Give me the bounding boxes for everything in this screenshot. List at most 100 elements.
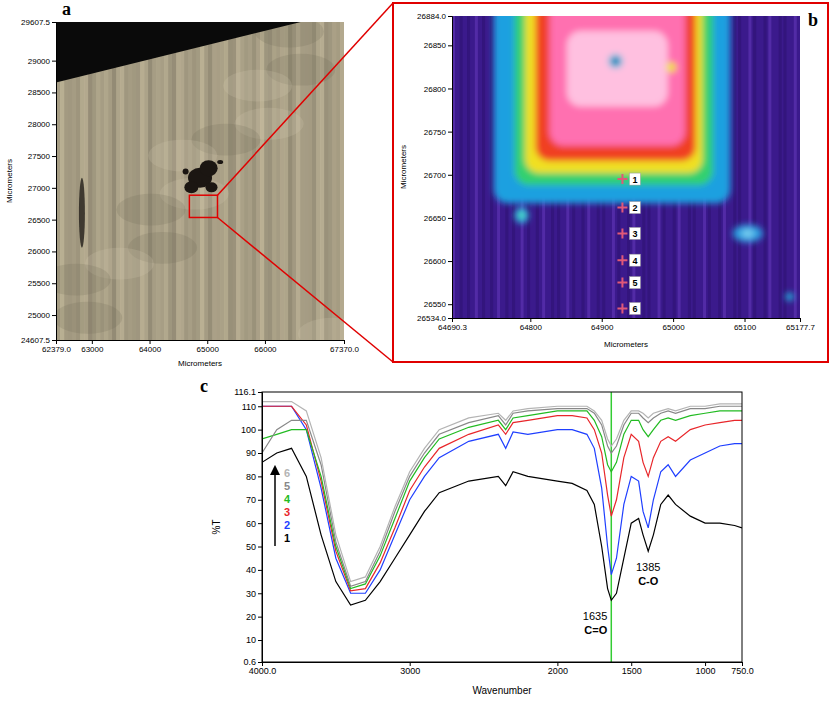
image-stripe <box>156 22 161 340</box>
tick-label: 26000 <box>28 247 51 256</box>
x-axis-title: Wavenumber <box>472 685 532 696</box>
series-line <box>262 406 742 586</box>
tick: 27500 <box>28 152 56 161</box>
tick-label: 116.1 <box>234 387 256 397</box>
map-spot <box>742 229 754 237</box>
image-dark-spot <box>184 181 198 193</box>
y-axis-title: Micrometers <box>5 159 14 203</box>
tick-mark <box>258 662 262 663</box>
point-marker <box>617 278 627 288</box>
tick-mark <box>52 220 56 221</box>
panel-map: 12345664690.36480064900650006510065177.7… <box>399 1 819 349</box>
tick: 10 <box>246 635 262 645</box>
tick-mark <box>344 340 345 344</box>
tick-label: 65000 <box>662 323 685 332</box>
tick-mark <box>258 500 262 501</box>
tick-label: 50 <box>246 542 256 552</box>
panel-letter: a <box>62 0 71 19</box>
tick-mark <box>258 617 262 618</box>
series-line <box>262 402 742 582</box>
tick: 26000 <box>28 247 56 256</box>
point-marker <box>617 255 627 265</box>
x-axis-title: Micrometers <box>178 359 222 368</box>
map-streak <box>482 16 485 318</box>
tick: 28000 <box>28 120 56 129</box>
map-spot <box>519 212 525 218</box>
tick: 64000 <box>139 340 162 354</box>
plot-frame <box>262 392 742 662</box>
image-stripe <box>148 22 153 340</box>
map-streak <box>753 16 756 318</box>
tick: 116.1 <box>234 387 262 397</box>
point-label: 4 <box>632 256 637 266</box>
tick-label: 26884.0 <box>417 12 446 21</box>
point-label: 6 <box>632 304 637 314</box>
reference-line <box>611 392 613 662</box>
tick-mark <box>448 88 452 89</box>
tick-mark <box>52 315 56 316</box>
image-stripe <box>240 22 245 340</box>
tick-label: 26850 <box>424 41 447 50</box>
tick: 63000 <box>81 340 104 354</box>
tick-label: 25000 <box>28 311 51 320</box>
image-mottle <box>56 264 111 296</box>
image-stripe <box>260 22 265 340</box>
tick: 70 <box>246 495 262 505</box>
tick: 26850 <box>424 41 452 50</box>
tick-mark <box>265 340 266 344</box>
tick: 750.0 <box>731 662 754 676</box>
tick-mark <box>448 132 452 133</box>
tick: 26700 <box>424 171 452 180</box>
tick: 26884.0 <box>417 12 452 21</box>
tick: 20 <box>246 612 262 622</box>
image-stripe <box>340 22 344 340</box>
tick-label: 29607.5 <box>21 18 50 27</box>
tick-label: 27500 <box>28 152 51 161</box>
point-label: 1 <box>632 175 637 185</box>
tick-mark <box>258 430 262 431</box>
image-stripe <box>152 22 157 340</box>
series-line <box>262 406 742 593</box>
tick: 65000 <box>197 340 220 354</box>
image-stripe <box>112 22 117 340</box>
tick: 60 <box>246 519 262 529</box>
tick-mark <box>52 61 56 62</box>
tick: 3000 <box>400 662 420 676</box>
image-dark-region <box>56 22 301 82</box>
annotation-value: 1635 <box>583 610 607 622</box>
legend: 123456 <box>275 467 291 546</box>
legend-entry: 1 <box>284 532 290 544</box>
axis-line <box>57 341 345 345</box>
tick-mark <box>258 523 262 524</box>
y-axis: 0.6102030405060708090100110116.1 <box>234 387 262 667</box>
tick-mark <box>52 340 56 341</box>
tick-mark <box>448 16 452 17</box>
image-background <box>56 22 344 340</box>
image-stripe <box>168 22 173 340</box>
image-mottle <box>298 318 344 340</box>
image-stripe <box>140 22 145 340</box>
tick: 65100 <box>734 318 757 332</box>
tick-label: 65100 <box>734 323 757 332</box>
tick-mark <box>52 124 56 125</box>
tick-mark <box>150 340 151 344</box>
image-mottle <box>116 194 185 226</box>
annotations: 1635C=O1385C-O <box>583 561 661 636</box>
x-axis-title: Micrometers <box>604 340 648 349</box>
point-label-box <box>629 254 640 266</box>
tick-label: 65000 <box>197 345 220 354</box>
point-label: 5 <box>632 278 637 288</box>
tick-mark <box>258 593 262 594</box>
y-axis-title: %T <box>211 520 222 535</box>
tick-label: 1500 <box>622 666 642 676</box>
tick: 28500 <box>28 88 56 97</box>
tick-mark <box>448 175 452 176</box>
annotation-bond: C=O <box>584 624 607 636</box>
tick-label: 40 <box>246 565 256 575</box>
map-streak <box>779 16 782 318</box>
x-axis: 4000.03000200015001000750.0 <box>249 662 754 676</box>
tick-mark <box>258 453 262 454</box>
tick: 27000 <box>28 184 56 193</box>
image-stripe <box>128 22 133 340</box>
image-stripe <box>216 22 221 340</box>
